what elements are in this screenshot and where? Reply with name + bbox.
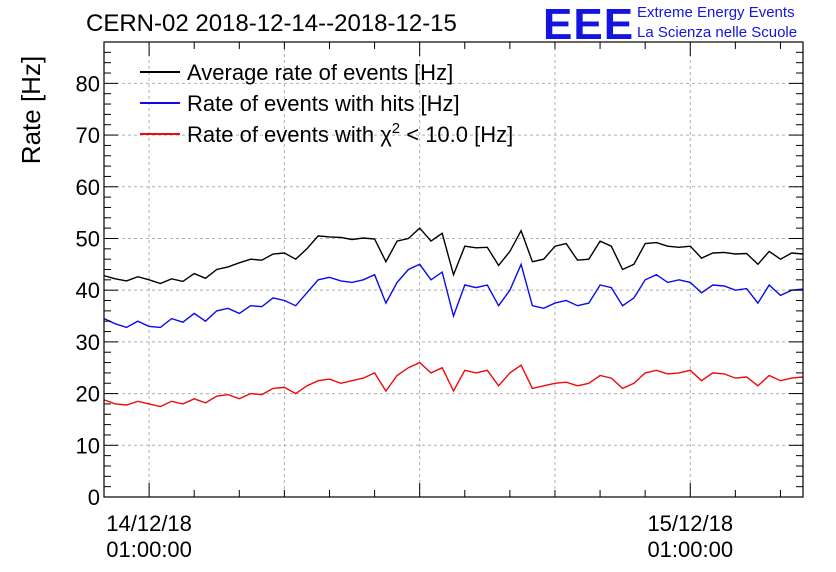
y-tick-label: 30 <box>76 330 100 355</box>
chart-title: CERN-02 2018-12-14--2018-12-15 <box>86 10 457 37</box>
x-tick-label-date: 14/12/18 <box>106 511 192 536</box>
series-line-hits <box>104 262 803 329</box>
eee-logo: EEE <box>543 0 635 49</box>
legend: Average rate of events [Hz] Rate of event… <box>140 60 513 147</box>
y-axis-label: Rate [Hz] <box>16 56 46 164</box>
series-line-average <box>104 227 803 285</box>
y-tick-label: 50 <box>76 226 100 251</box>
y-tick-label: 70 <box>76 123 100 148</box>
logo-caption-line2: La Scienza nelle Scuole <box>637 24 798 41</box>
x-tick-label-date: 15/12/18 <box>647 511 733 536</box>
logo-caption-line1: Extreme Energy Events <box>637 4 795 21</box>
y-tick-label: 40 <box>76 278 100 303</box>
y-tick-label: 80 <box>76 71 100 96</box>
y-tick-label: 20 <box>76 382 100 407</box>
y-tick-label: 10 <box>76 433 100 458</box>
legend-label-chi2: Rate of events with χ2 < 10.0 [Hz] <box>187 120 513 147</box>
y-tick-label: 60 <box>76 175 100 200</box>
grid-lines <box>104 42 803 497</box>
series-layer <box>104 227 803 408</box>
x-tick-label-time: 01:00:00 <box>647 537 733 562</box>
series-line-chi2 <box>104 361 803 408</box>
legend-label-hits: Rate of events with hits [Hz] <box>187 91 460 116</box>
legend-label-average: Average rate of events [Hz] <box>187 60 453 85</box>
x-tick-label-time: 01:00:00 <box>106 537 192 562</box>
axes: 0102030405060708014/12/1801:00:0015/12/1… <box>76 41 803 562</box>
y-tick-label: 0 <box>88 485 100 510</box>
